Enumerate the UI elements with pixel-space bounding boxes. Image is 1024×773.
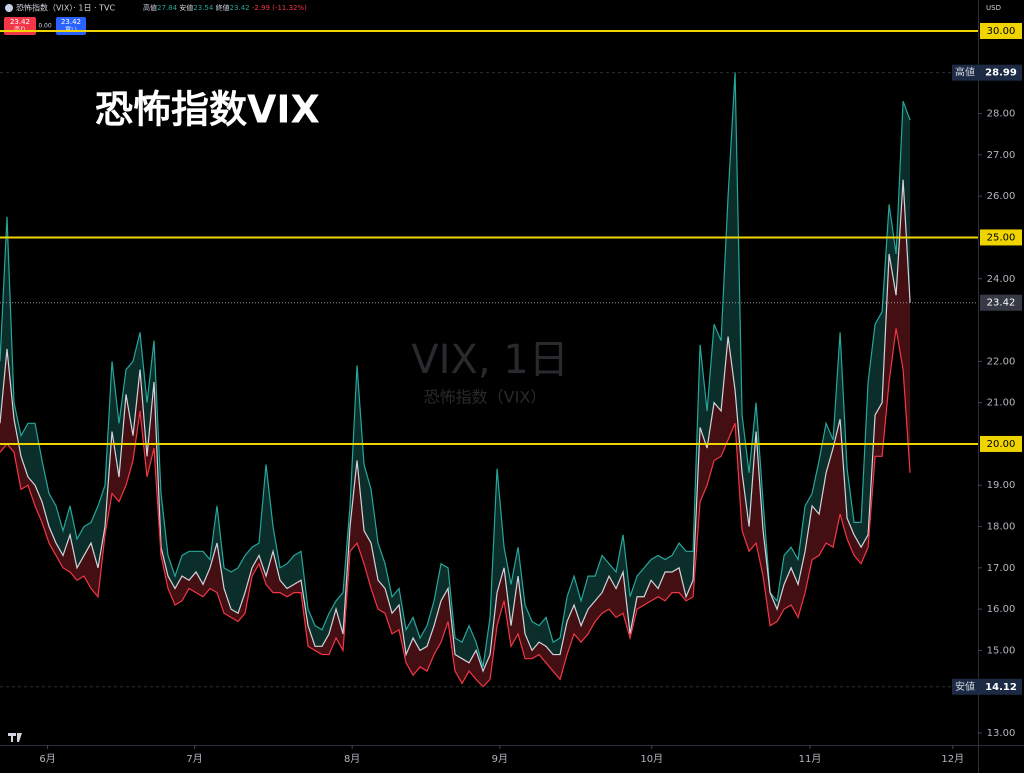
y-tick-label: 26.00 xyxy=(987,191,1016,202)
hline-label: 25.00 xyxy=(987,232,1016,243)
x-tick-label: 8月 xyxy=(344,753,360,765)
readout-label: 終値 xyxy=(216,3,230,12)
y-tick-label: 18.00 xyxy=(987,522,1016,533)
high-marker-label: 高値 xyxy=(955,66,975,79)
y-tick-label: 21.00 xyxy=(987,398,1016,409)
hline-label-box xyxy=(980,229,1022,246)
logo xyxy=(8,733,22,742)
flag-icon xyxy=(5,4,13,12)
band-fill xyxy=(0,179,911,687)
readout-change: -2.99 (-11.32%) xyxy=(252,4,307,12)
y-tick-label: 15.00 xyxy=(987,645,1016,656)
last-price-label: 23.42 xyxy=(987,298,1016,309)
watermark: VIX, 1日 xyxy=(411,337,568,383)
y-tick-label: 27.00 xyxy=(987,150,1016,161)
readout-value: 23.42 xyxy=(230,4,250,12)
watermark-sub: 恐怖指数（VIX） xyxy=(424,388,547,407)
sell-price[interactable]: 23.42 xyxy=(10,18,30,26)
y-tick-label: 24.00 xyxy=(987,274,1016,285)
ohlc-readout: 高値27.84 安値23.54 終値23.42 -2.99 (-11.32%) xyxy=(143,3,307,12)
currency[interactable]: USD xyxy=(986,4,1001,12)
x-tick-label: 12月 xyxy=(941,753,964,765)
sell-label[interactable]: 売り xyxy=(14,26,26,34)
x-tick-label: 11月 xyxy=(799,753,822,765)
buy-price[interactable]: 23.42 xyxy=(61,18,81,26)
high-marker-value: 28.99 xyxy=(985,68,1017,79)
last-price-box xyxy=(980,294,1022,311)
series-line xyxy=(0,179,911,673)
readout-label: 安値 xyxy=(179,3,193,12)
low-marker-label: 安値 xyxy=(955,680,975,693)
hline-label: 30.00 xyxy=(987,26,1016,37)
hline-label: 20.00 xyxy=(987,439,1016,450)
symbol: 恐怖指数（VIX）· 1日 · TVC xyxy=(16,3,115,13)
bands xyxy=(0,72,911,687)
low-marker-box xyxy=(952,678,1022,695)
y-tick-label: 13.00 xyxy=(987,728,1016,739)
x-tick-label: 6月 xyxy=(39,753,55,765)
hline-label-box xyxy=(980,22,1022,39)
readout-value: 23.54 xyxy=(193,4,214,12)
y-tick-label: 17.00 xyxy=(987,563,1016,574)
series-line xyxy=(0,72,911,668)
series-line xyxy=(0,328,911,688)
high-marker-box xyxy=(952,64,1022,81)
readout-label: 高値 xyxy=(143,3,157,12)
y-tick-label: 19.00 xyxy=(987,480,1016,491)
y-tick-label: 22.00 xyxy=(987,356,1016,367)
x-tick-label: 10月 xyxy=(640,753,663,765)
hline-label-box xyxy=(980,435,1022,452)
y-tick-label: 16.00 xyxy=(987,604,1016,615)
low-marker-value: 14.12 xyxy=(985,682,1017,693)
y-tick-label: 28.00 xyxy=(987,109,1016,120)
x-tick-label: 9月 xyxy=(492,753,508,765)
chart-title: 恐怖指数VIX xyxy=(95,88,320,132)
readout-value: 27.84 xyxy=(157,4,178,12)
spread: 0.00 xyxy=(38,23,52,30)
x-tick-label: 7月 xyxy=(186,753,202,765)
